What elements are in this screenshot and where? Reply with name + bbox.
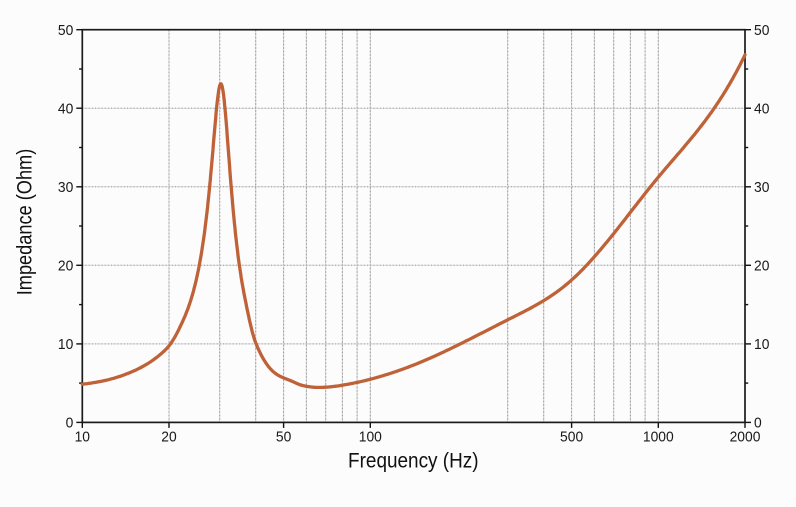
svg-text:1000: 1000 (643, 429, 674, 446)
svg-text:40: 40 (754, 100, 769, 117)
svg-text:2000: 2000 (730, 429, 761, 446)
svg-text:20: 20 (161, 429, 176, 446)
svg-text:0: 0 (754, 415, 762, 432)
svg-text:Impedance (Ohm): Impedance (Ohm) (14, 149, 37, 296)
svg-text:20: 20 (754, 258, 769, 275)
svg-text:100: 100 (359, 429, 382, 446)
svg-text:50: 50 (754, 22, 769, 39)
svg-text:10: 10 (58, 336, 73, 353)
svg-text:50: 50 (58, 22, 73, 39)
svg-text:500: 500 (560, 429, 583, 446)
svg-text:30: 30 (754, 179, 769, 196)
svg-text:20: 20 (58, 258, 73, 275)
svg-text:40: 40 (58, 100, 73, 117)
svg-text:10: 10 (754, 336, 769, 353)
svg-text:10: 10 (75, 429, 90, 446)
svg-text:30: 30 (58, 179, 73, 196)
svg-text:50: 50 (276, 429, 291, 446)
svg-text:0: 0 (66, 415, 74, 432)
svg-text:Frequency (Hz): Frequency (Hz) (348, 450, 479, 473)
